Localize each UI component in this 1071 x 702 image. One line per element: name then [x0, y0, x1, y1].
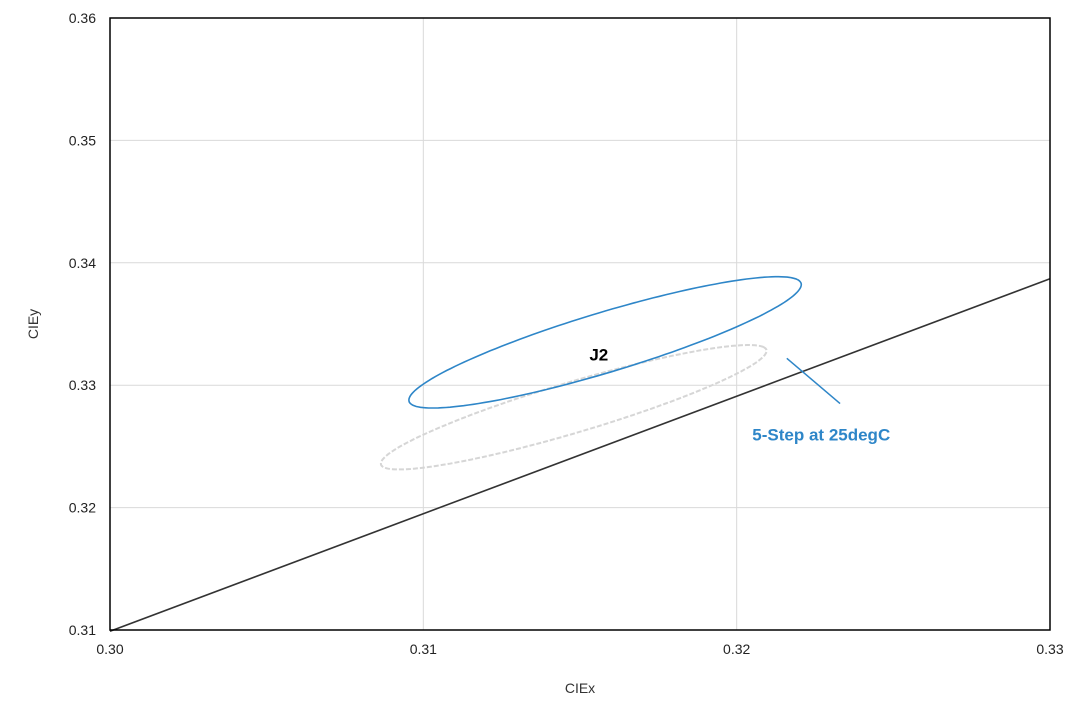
reference-ellipse: [379, 344, 768, 471]
plot-series: [109, 275, 1051, 632]
x-tick-label: 0.31: [410, 641, 437, 657]
x-tick-label: 0.32: [723, 641, 750, 657]
annotations: J2 5-Step at 25degC: [589, 346, 890, 445]
y-tick-label: 0.32: [69, 500, 96, 516]
x-axis-title: CIEx: [565, 680, 595, 696]
y-tick-label: 0.34: [69, 255, 96, 271]
x-tick-label: 0.33: [1036, 641, 1063, 657]
x-tick-labels: 0.30 0.31 0.32 0.33: [96, 641, 1063, 657]
reference-line: [109, 277, 1051, 632]
plot-frame: [109, 17, 1051, 631]
x-tick-label: 0.30: [96, 641, 123, 657]
series-annotation-label: 5-Step at 25degC: [752, 425, 890, 444]
y-tick-label: 0.33: [69, 377, 96, 393]
y-tick-labels: 0.31 0.32 0.33 0.34 0.35 0.36: [69, 10, 96, 638]
y-axis-title: CIEy: [25, 309, 41, 339]
y-tick-label: 0.31: [69, 622, 96, 638]
grid-lines: [110, 18, 1050, 630]
y-tick-label: 0.36: [69, 10, 96, 26]
annotation-leader-line: [786, 357, 841, 405]
five-step-ellipse: [408, 275, 803, 409]
point-annotation-label: J2: [589, 346, 608, 365]
y-tick-label: 0.35: [69, 132, 96, 148]
